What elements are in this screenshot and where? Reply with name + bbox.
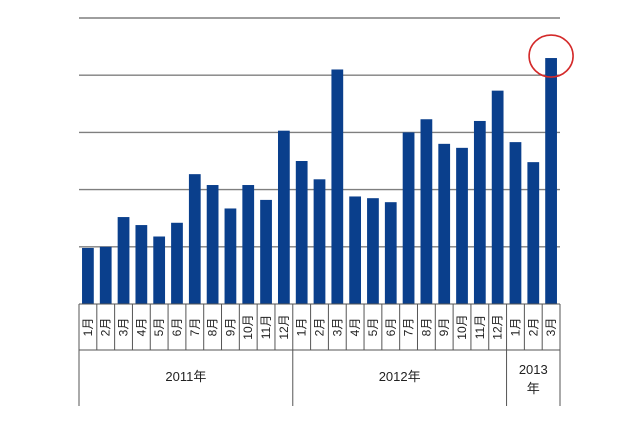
x-tick-label: 2月 (313, 318, 327, 337)
x-tick-label: 9月 (437, 318, 451, 337)
x-tick-label: 1月 (508, 318, 522, 337)
bar (509, 142, 522, 304)
x-tick-label: 10月 (241, 314, 255, 339)
x-group-labels: 2011年 2012年 2013 年 (165, 362, 547, 396)
bar (491, 90, 504, 304)
x-group-label: 2011年 (165, 369, 206, 384)
bar (331, 69, 344, 304)
x-tick-label: 3月 (117, 318, 131, 337)
bar (242, 185, 255, 304)
x-tick-label: 10月 (455, 314, 469, 339)
bar (117, 217, 130, 304)
x-tick-label: 3月 (330, 318, 344, 337)
bar (420, 119, 433, 304)
x-tick-label: 3月 (544, 318, 558, 337)
bar (456, 147, 468, 304)
bar (153, 236, 166, 304)
x-tick-label: 6月 (384, 318, 398, 337)
bars (82, 58, 557, 305)
bar (313, 179, 326, 304)
x-tick-label: 11月 (473, 315, 487, 339)
x-tick-label: 7月 (188, 318, 202, 337)
bar (349, 196, 362, 304)
bar (224, 208, 237, 304)
x-tick-labels: 1月 2月 3月 4月 5月 6月 7月 8月 9月 10月 11月 12月 1月 2月 3月 4月 5月 6月 7… (81, 314, 558, 339)
x-axis (78, 303, 561, 406)
highlight-circle (528, 34, 574, 78)
bar (295, 161, 308, 304)
x-group-label: 2013 年 (519, 362, 548, 396)
x-tick-label: 5月 (366, 318, 380, 337)
bar (527, 162, 540, 304)
bar (188, 174, 201, 304)
bar (260, 199, 272, 304)
bar (135, 225, 148, 304)
annotations (528, 34, 574, 78)
x-group-label: 2012年 (379, 369, 421, 384)
bar (438, 143, 451, 304)
x-tick-label: 1月 (81, 318, 95, 337)
x-tick-label: 6月 (170, 318, 184, 337)
bar (171, 222, 183, 304)
bar (82, 247, 94, 304)
x-tick-label: 4月 (348, 318, 362, 337)
x-tick-label: 5月 (152, 318, 166, 337)
x-tick-label: 11月 (259, 315, 273, 339)
x-tick-label: 9月 (223, 318, 237, 337)
x-tick-label: 8月 (206, 318, 220, 337)
bar (99, 246, 112, 304)
x-tick-label: 12月 (491, 314, 505, 339)
bar (473, 120, 486, 305)
x-tick-label: 2月 (526, 318, 540, 337)
bar (367, 198, 379, 304)
x-tick-label: 7月 (402, 318, 416, 337)
bar (277, 130, 290, 304)
x-tick-label: 12月 (277, 314, 291, 339)
x-tick-label: 8月 (419, 318, 433, 337)
bar (545, 58, 557, 304)
x-tick-label: 1月 (295, 318, 309, 337)
bar (206, 185, 219, 304)
x-tick-label: 4月 (134, 318, 148, 337)
bar (402, 132, 415, 304)
bar (384, 202, 397, 304)
x-tick-label: 2月 (99, 318, 113, 337)
